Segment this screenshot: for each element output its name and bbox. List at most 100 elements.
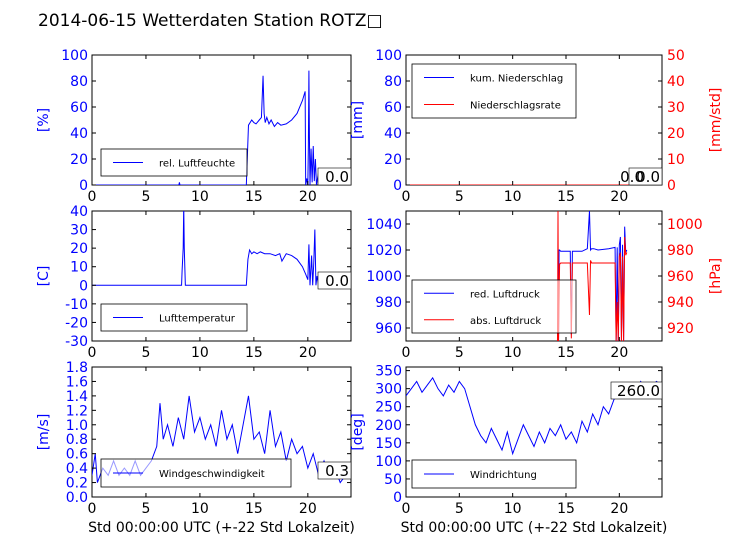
panel-wind-speed: 0 5 10 15 20 0.00.20.40.60.81.01.21.41.61.8 [m…	[36, 360, 355, 536]
y-axis-label: [m/s]	[36, 414, 52, 451]
y-tick-label: -10	[65, 297, 88, 313]
y-tick-label-right: 30	[667, 100, 685, 116]
y-tick-label: 0.0	[66, 490, 88, 506]
x-tick-label: 5	[141, 345, 150, 361]
y-tick-label-right: 0	[667, 178, 676, 194]
y-tick-label: 0.8	[66, 432, 88, 448]
y-tick-label: 50	[384, 472, 402, 488]
y-tick-label: 20	[70, 241, 88, 257]
y-tick-label: 0	[393, 178, 402, 194]
x-axis-label: Std 00:00:00 UTC (+-22 Std Lokalzeit)	[401, 520, 668, 536]
y-axis-label: [C]	[36, 266, 52, 287]
x-tick-label: 5	[141, 189, 150, 205]
y-tick-label: 100	[61, 48, 88, 64]
y-tick-label-right: 1000	[667, 217, 703, 233]
legend: red. Luftdruck abs. Luftdruck	[411, 279, 577, 334]
current-value-label: 0.0	[325, 272, 349, 290]
legend: rel. Luftfeuchte	[100, 148, 248, 177]
x-tick-label: 10	[504, 345, 522, 361]
legend: Windrichtung	[411, 459, 577, 489]
value-box	[317, 167, 352, 186]
legend-label: rel. Luftfeuchte	[159, 159, 235, 170]
y-tick-label: 1.6	[66, 374, 88, 390]
y-tick-label: 1040	[366, 217, 402, 233]
y-tick-label-right: 20	[667, 126, 685, 142]
y-axis-label-right: [hPa]	[708, 258, 724, 294]
series-line-pressure-1	[556, 211, 628, 341]
x-tick-label: 10	[191, 345, 209, 361]
y-tick-label: 20	[384, 152, 402, 168]
value-box	[317, 271, 352, 290]
current-value-label-2: 0.0	[620, 168, 644, 186]
y-tick-label: 1.2	[66, 403, 88, 419]
y-axis-label: [mm]	[350, 101, 366, 139]
y-tick-label: 0	[79, 278, 88, 294]
x-tick-label: 20	[610, 345, 628, 361]
x-tick-label: 0	[402, 345, 411, 361]
y-tick-label-right: 920	[667, 321, 694, 337]
x-tick-label: 20	[610, 189, 628, 205]
legend-box	[411, 63, 577, 119]
x-tick-label: 5	[455, 501, 464, 517]
legend-box	[411, 279, 577, 334]
y-tick-label: 40	[384, 126, 402, 142]
legend-box	[100, 148, 248, 177]
x-tick-label: 10	[504, 189, 522, 205]
panel-precipitation: 0 5 10 15 20 0 20 40 60 80 100 0 10 20 30 40 50 [mm] [mm/s…	[350, 48, 724, 205]
x-tick-label: 0	[88, 501, 97, 517]
y-tick-label: 300	[375, 382, 402, 398]
x-tick-label: 20	[299, 501, 317, 517]
legend: kum. Niederschlag Niederschlagsrate	[411, 63, 577, 119]
y-tick-label: 350	[375, 364, 402, 380]
y-tick-label: 980	[375, 295, 402, 311]
y-tick-label: 100	[375, 48, 402, 64]
y-tick-label: 30	[70, 223, 88, 239]
legend-label: kum. Niederschlag	[470, 74, 563, 85]
y-axis-label-right: [mm/std]	[708, 88, 724, 153]
legend-label: Niederschlagsrate	[470, 101, 561, 112]
y-tick-label: 80	[384, 74, 402, 90]
y-tick-label: 60	[384, 100, 402, 116]
y-tick-label: 40	[70, 204, 88, 220]
y-tick-label-right: 940	[667, 295, 694, 311]
y-tick-label-right: 980	[667, 243, 694, 259]
panel-humidity: 0 5 10 15 20 0 20 40 60 80 100 [%] rel. Luftfeuchte 0…	[36, 48, 352, 205]
y-tick-label: 1.4	[66, 389, 88, 405]
y-tick-label: 10	[70, 260, 88, 276]
x-tick-label: 15	[245, 189, 263, 205]
y-tick-label: 250	[375, 400, 402, 416]
y-tick-label: 0	[393, 490, 402, 506]
y-tick-label: 150	[375, 436, 402, 452]
legend: Lufttemperatur	[100, 303, 248, 332]
y-tick-label: 100	[375, 454, 402, 470]
x-tick-label: 20	[299, 189, 317, 205]
legend-label: red. Luftdruck	[470, 289, 540, 300]
y-tick-label: 200	[375, 418, 402, 434]
x-tick-label: 0	[88, 345, 97, 361]
x-tick-label: 5	[455, 345, 464, 361]
y-tick-label-right: 50	[667, 48, 685, 64]
legend: Windgeschwindigkeit	[100, 458, 292, 488]
y-tick-label: 0	[79, 178, 88, 194]
y-tick-label: 960	[375, 321, 402, 337]
y-tick-label: -20	[65, 315, 88, 331]
y-axis-label: [%]	[36, 108, 52, 132]
current-value-label: 0.0	[636, 168, 660, 186]
y-tick-label-right: 960	[667, 269, 694, 285]
x-tick-label: 15	[557, 501, 575, 517]
y-tick-label: 1.8	[66, 360, 88, 376]
y-tick-label: 1000	[366, 269, 402, 285]
y-tick-label-right: 40	[667, 74, 685, 90]
y-tick-label: 20	[70, 152, 88, 168]
x-tick-label: 10	[191, 189, 209, 205]
x-tick-label: 15	[557, 345, 575, 361]
x-tick-label: 10	[504, 501, 522, 517]
current-value-label: 0.0	[325, 168, 349, 186]
value-box	[317, 461, 352, 480]
series-line-humidity-0	[92, 70, 325, 185]
y-tick-label: 60	[70, 100, 88, 116]
legend-label: abs. Luftdruck	[470, 316, 541, 327]
y-tick-label: 0.6	[66, 447, 88, 463]
